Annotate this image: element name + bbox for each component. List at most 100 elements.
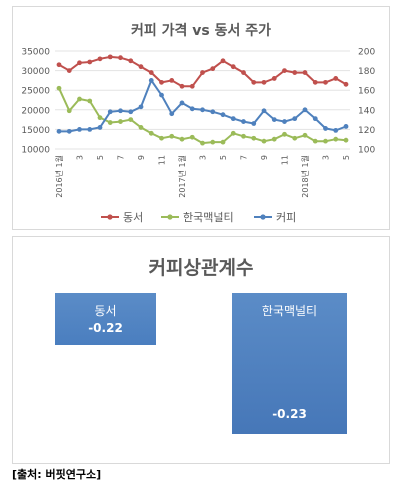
series-point-0 xyxy=(282,68,287,73)
x-tick-label: 3 xyxy=(76,155,85,160)
y-right-tick-label: 120 xyxy=(358,126,375,136)
series-point-1 xyxy=(87,98,93,104)
series-point-2 xyxy=(179,100,185,106)
x-tick-label: 9 xyxy=(260,155,269,160)
series-line-2 xyxy=(59,78,347,133)
series-point-2 xyxy=(200,107,205,113)
y-left-tick-label: 10000 xyxy=(21,146,50,156)
series-point-0 xyxy=(302,70,308,75)
series-point-0 xyxy=(200,70,205,75)
series-point-0 xyxy=(87,59,93,65)
series-point-2 xyxy=(251,121,257,126)
series-point-1 xyxy=(138,125,144,130)
y-left-tick-label: 25000 xyxy=(21,87,50,97)
series-point-2 xyxy=(77,127,82,132)
series-point-0 xyxy=(261,79,267,85)
x-tick-label: 5 xyxy=(96,155,105,160)
series-point-2 xyxy=(128,109,134,115)
correlation-panel: 커피상관계수 동서 -0.22 한국맥널티 -0.23 xyxy=(12,236,390,464)
series-point-1 xyxy=(323,138,328,144)
series-point-1 xyxy=(230,130,236,136)
series-point-1 xyxy=(210,139,216,145)
series-point-2 xyxy=(241,119,246,124)
series-point-0 xyxy=(271,76,277,81)
x-tick-label: 2016년 1월 xyxy=(54,155,64,198)
series-point-2 xyxy=(261,108,267,114)
x-tick-label: 2018년 1월 xyxy=(300,155,310,198)
bar-label-korea-mcnulty: 한국맥널티 xyxy=(261,304,318,318)
x-tick-label: 9 xyxy=(137,155,146,160)
series-point-2 xyxy=(148,78,154,83)
series-point-1 xyxy=(302,132,308,138)
y-left-tick-label: 30000 xyxy=(21,67,50,77)
legend-marker-1 xyxy=(167,214,173,220)
series-point-1 xyxy=(107,120,113,125)
series-point-2 xyxy=(97,125,103,130)
bar-value-korea-mcnulty: -0.23 xyxy=(272,407,307,421)
series-point-0 xyxy=(230,64,236,70)
y-right-tick-label: 140 xyxy=(358,106,375,116)
series-point-0 xyxy=(56,62,62,68)
series-point-2 xyxy=(210,109,216,115)
chart-title: 커피 가격 vs 동서 주가 xyxy=(131,22,271,39)
bar-label-dongseo: 동서 xyxy=(94,304,117,318)
series-point-2 xyxy=(56,128,62,134)
series-point-1 xyxy=(200,140,205,146)
series-point-0 xyxy=(66,68,72,73)
legend-label-0: 동서 xyxy=(123,211,143,224)
series-point-0 xyxy=(333,76,339,81)
series-point-0 xyxy=(107,54,113,60)
y-right-tick-label: 100 xyxy=(358,146,375,156)
series-point-0 xyxy=(323,79,328,85)
series-point-2 xyxy=(66,128,72,134)
bar-korea-mcnulty: 한국맥널티 -0.23 xyxy=(232,293,347,434)
x-tick-label: 11 xyxy=(158,155,167,165)
series-point-2 xyxy=(118,108,123,114)
series-point-0 xyxy=(97,56,103,62)
bar-value-dongseo: -0.22 xyxy=(88,321,123,335)
series-point-1 xyxy=(241,133,246,139)
series-point-1 xyxy=(292,135,298,141)
y-right-tick-label: 200 xyxy=(358,48,375,58)
series-point-1 xyxy=(261,138,267,144)
series-point-0 xyxy=(128,58,134,64)
series-point-1 xyxy=(220,139,226,145)
series-point-0 xyxy=(189,83,195,89)
x-tick-label: 2017년 1월 xyxy=(177,155,187,198)
series-point-1 xyxy=(159,135,164,141)
y-right-tick-label: 160 xyxy=(358,87,375,97)
line-chart-panel: 커피 가격 vs 동서 주가 10000 15000 20000 25000 30000 3… xyxy=(12,6,390,230)
series-point-2 xyxy=(282,119,287,124)
series-point-2 xyxy=(159,92,164,98)
series-point-2 xyxy=(333,127,339,133)
series-point-2 xyxy=(169,111,175,117)
legend-marker-2 xyxy=(260,214,266,220)
series-point-2 xyxy=(220,112,226,118)
series-point-1 xyxy=(343,137,349,143)
series-point-2 xyxy=(271,117,277,122)
legend-label-1: 한국맥널티 xyxy=(183,211,234,224)
series-point-0 xyxy=(210,66,216,72)
series-point-0 xyxy=(292,70,298,75)
y-left-tick-label: 20000 xyxy=(21,106,50,116)
series-point-0 xyxy=(118,55,123,61)
x-tick-label: 7 xyxy=(240,155,249,160)
series-point-1 xyxy=(251,135,257,141)
series-point-0 xyxy=(169,78,175,83)
bar-dongseo: 동서 -0.22 xyxy=(55,293,156,345)
series-point-1 xyxy=(169,133,175,139)
series-point-1 xyxy=(333,136,339,142)
series-point-0 xyxy=(343,81,349,87)
series-point-1 xyxy=(271,136,277,142)
x-tick-label: 5 xyxy=(219,155,228,160)
correlation-title: 커피상관계수 xyxy=(148,257,254,279)
series-point-0 xyxy=(312,79,318,85)
series-point-1 xyxy=(312,138,318,144)
series-point-2 xyxy=(107,109,113,115)
series-point-1 xyxy=(97,115,103,121)
x-tick-label: 3 xyxy=(199,155,208,160)
x-tick-label: 7 xyxy=(117,155,126,160)
series-point-0 xyxy=(220,58,226,64)
legend-marker-0 xyxy=(107,214,113,220)
line-chart: 커피 가격 vs 동서 주가 10000 15000 20000 25000 30000 3… xyxy=(21,22,375,224)
